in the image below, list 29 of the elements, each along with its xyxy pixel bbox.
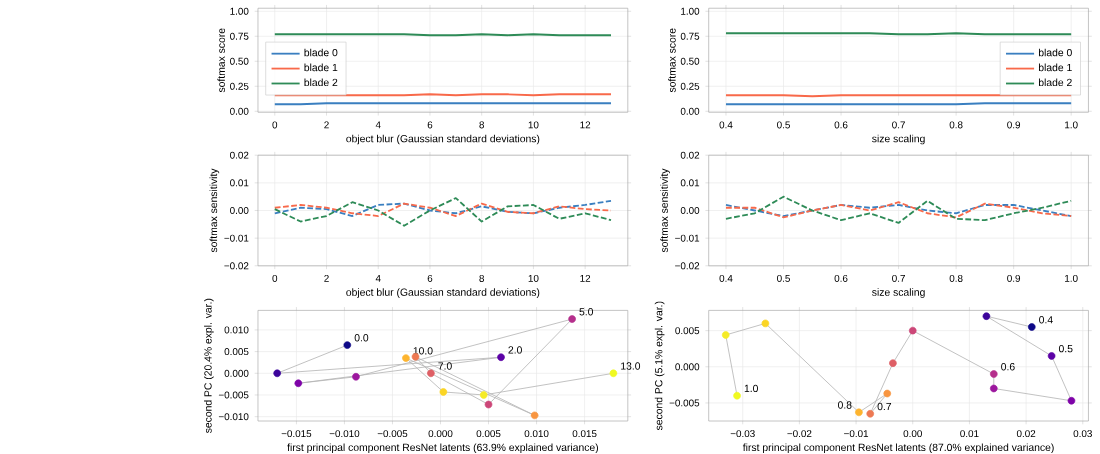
point bbox=[855, 408, 863, 417]
line-series bbox=[725, 195, 1073, 224]
point bbox=[530, 411, 539, 420]
point bbox=[439, 388, 448, 396]
point bbox=[479, 391, 488, 399]
point bbox=[982, 312, 991, 320]
line-series bbox=[273, 197, 612, 227]
point bbox=[352, 372, 360, 381]
point bbox=[883, 389, 892, 398]
point bbox=[990, 384, 998, 393]
point bbox=[273, 369, 281, 378]
point bbox=[609, 369, 618, 378]
point bbox=[733, 391, 741, 400]
point bbox=[427, 369, 435, 378]
point bbox=[908, 326, 917, 335]
point bbox=[889, 359, 897, 367]
point bbox=[1027, 323, 1036, 331]
point bbox=[568, 315, 576, 323]
point bbox=[497, 353, 505, 362]
point bbox=[1067, 396, 1076, 405]
point bbox=[402, 354, 410, 362]
point bbox=[343, 341, 352, 349]
point bbox=[866, 409, 875, 418]
point bbox=[761, 319, 770, 328]
point bbox=[294, 379, 303, 388]
point bbox=[1047, 352, 1056, 360]
point bbox=[990, 370, 998, 378]
point bbox=[484, 400, 493, 409]
point bbox=[721, 331, 730, 339]
